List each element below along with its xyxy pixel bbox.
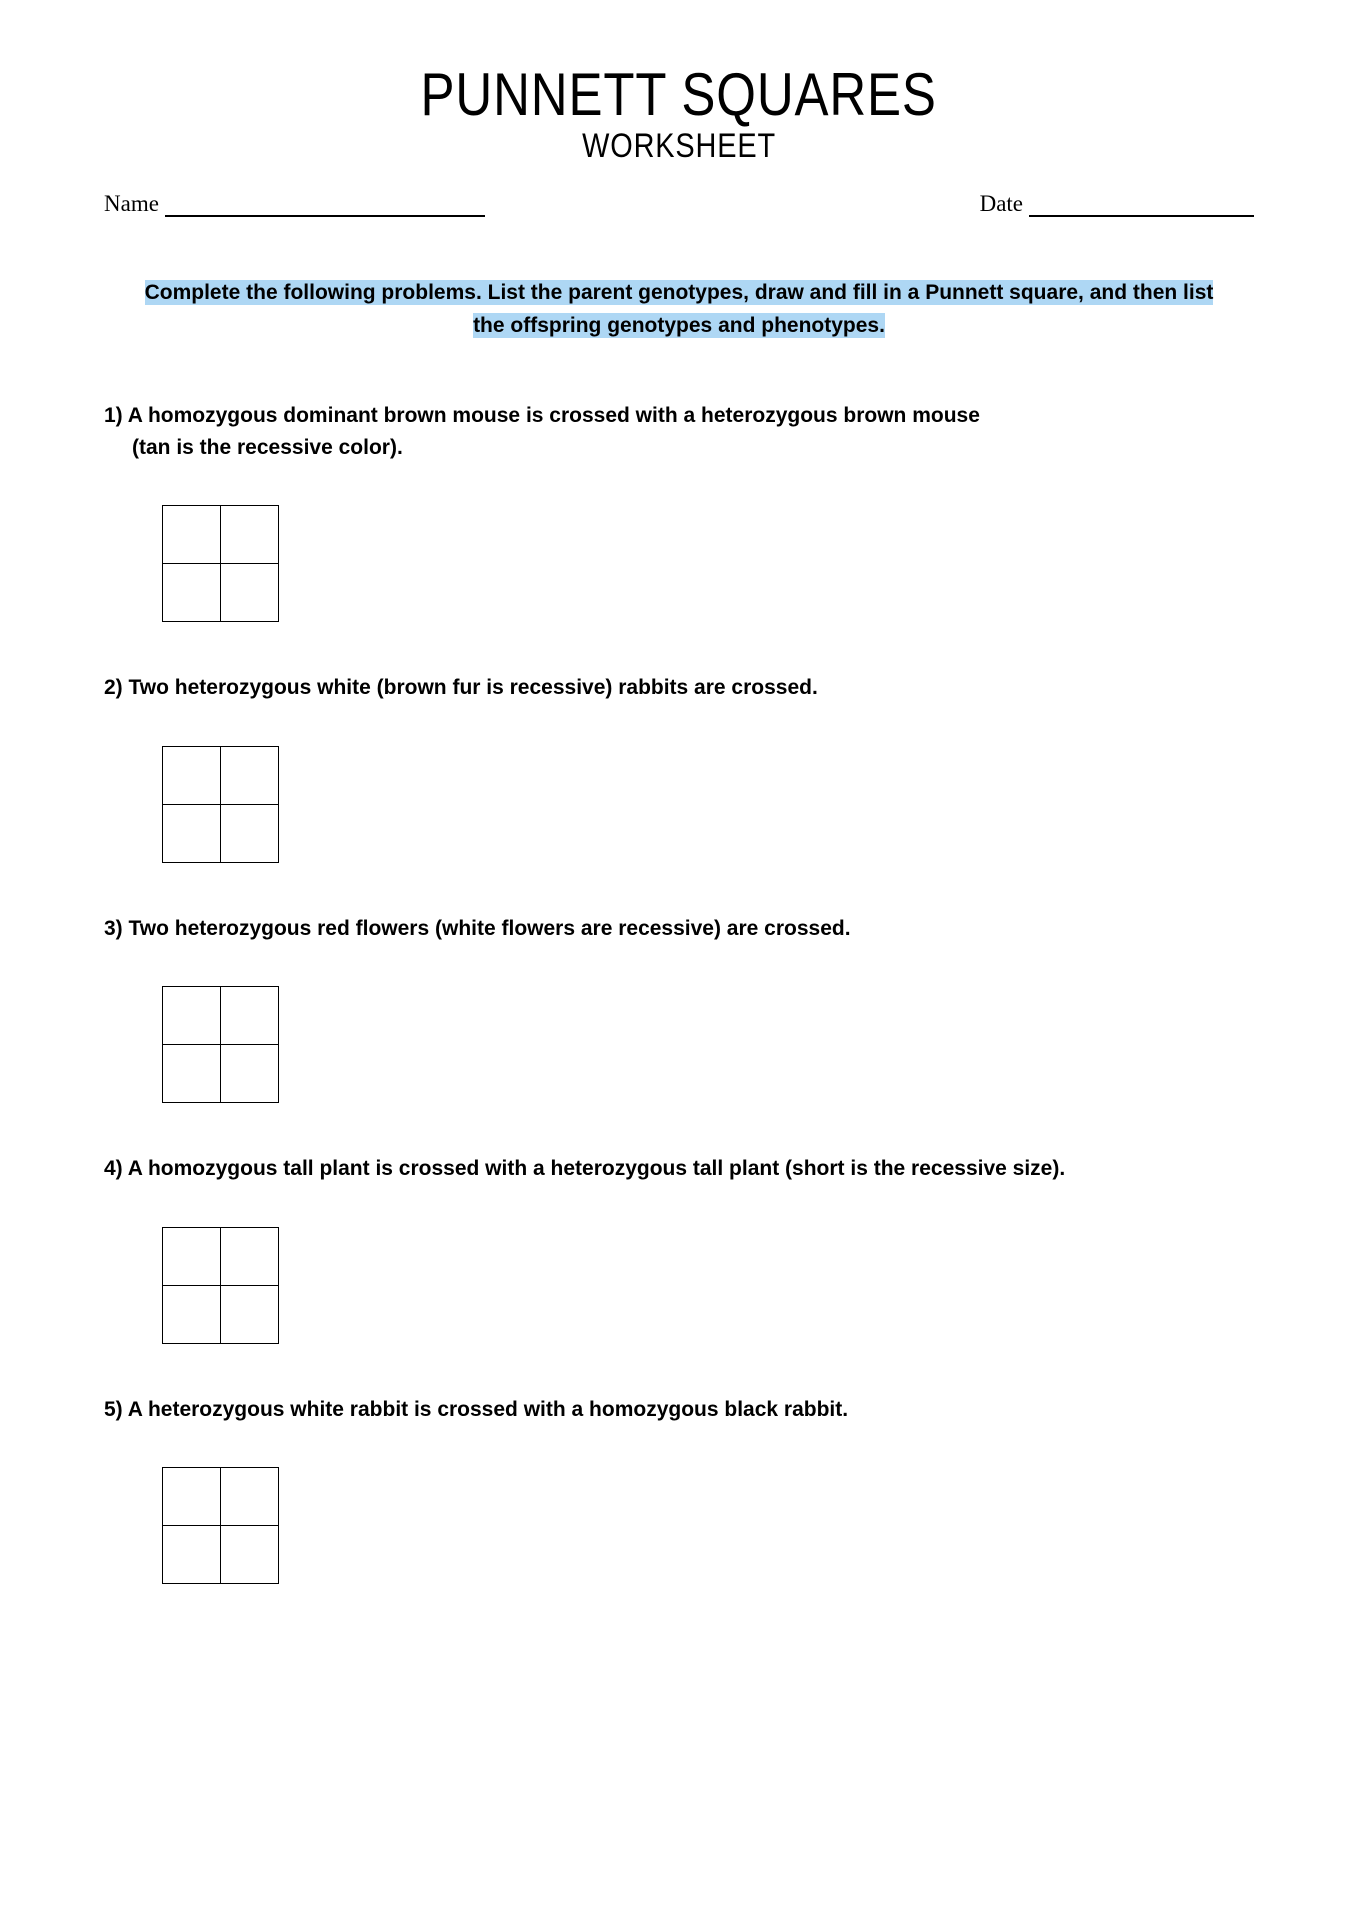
- problem-text: 2) Two heterozygous white (brown fur is …: [104, 672, 1254, 704]
- problem-line1: 4) A homozygous tall plant is crossed wi…: [104, 1157, 1065, 1180]
- problem-text: 4) A homozygous tall plant is crossed wi…: [104, 1153, 1254, 1185]
- punnett-square[interactable]: [162, 505, 279, 622]
- subtitle: WORKSHEET: [582, 127, 776, 166]
- problem-text: 5) A heterozygous white rabbit is crosse…: [104, 1394, 1254, 1426]
- problem-text: 3) Two heterozygous red flowers (white f…: [104, 913, 1254, 945]
- header-fields-row: Name Date: [100, 191, 1258, 217]
- problem-2: 2) Two heterozygous white (brown fur is …: [100, 672, 1258, 863]
- punnett-square[interactable]: [162, 986, 279, 1103]
- problem-4: 4) A homozygous tall plant is crossed wi…: [100, 1153, 1258, 1344]
- problem-line2: (tan is the recessive color).: [104, 432, 1254, 464]
- punnett-square[interactable]: [162, 1227, 279, 1344]
- problem-5: 5) A heterozygous white rabbit is crosse…: [100, 1394, 1258, 1585]
- problem-line1: 1) A homozygous dominant brown mouse is …: [104, 404, 980, 427]
- instructions-line1: Complete the following problems. List th…: [145, 280, 1214, 305]
- problem-3: 3) Two heterozygous red flowers (white f…: [100, 913, 1258, 1104]
- punnett-square[interactable]: [162, 746, 279, 863]
- problem-line1: 2) Two heterozygous white (brown fur is …: [104, 676, 818, 699]
- instructions-line2: the offspring genotypes and phenotypes.: [473, 313, 885, 338]
- date-input-line[interactable]: [1029, 192, 1254, 217]
- date-label: Date: [980, 191, 1023, 217]
- problem-line1: 3) Two heterozygous red flowers (white f…: [104, 917, 851, 940]
- worksheet-page: PUNNETT SQUARES WORKSHEET Name Date Comp…: [0, 0, 1358, 1714]
- name-field: Name: [104, 191, 485, 217]
- instructions: Complete the following problems. List th…: [100, 277, 1258, 342]
- problem-line1: 5) A heterozygous white rabbit is crosse…: [104, 1398, 848, 1421]
- name-label: Name: [104, 191, 159, 217]
- punnett-square[interactable]: [162, 1467, 279, 1584]
- title-block: PUNNETT SQUARES WORKSHEET: [100, 60, 1258, 166]
- name-input-line[interactable]: [165, 192, 485, 217]
- date-field: Date: [980, 191, 1254, 217]
- problem-1: 1) A homozygous dominant brown mouse is …: [100, 400, 1258, 622]
- main-title: PUNNETT SQUARES: [421, 60, 937, 129]
- problem-text: 1) A homozygous dominant brown mouse is …: [104, 400, 1254, 463]
